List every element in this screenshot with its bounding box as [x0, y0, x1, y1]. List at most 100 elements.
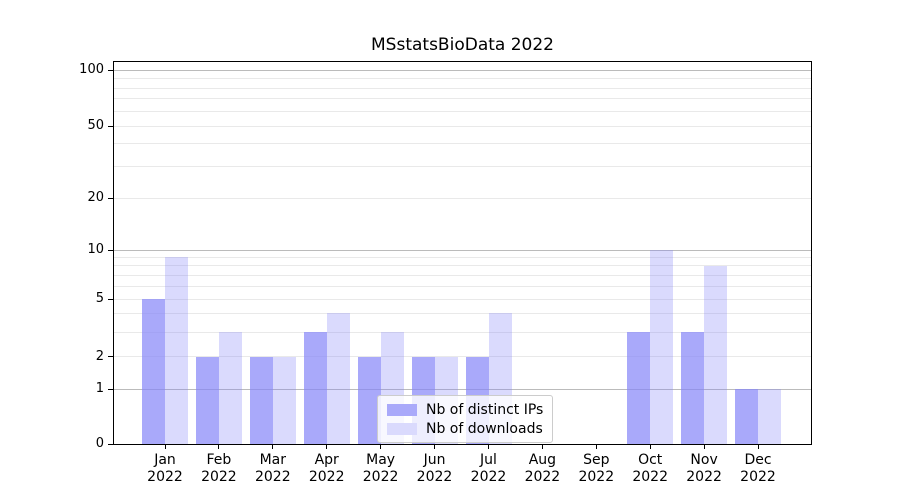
- y-tick-mark: [108, 356, 113, 357]
- bar-distinct-ips: [681, 332, 705, 444]
- x-tick-label: Dec 2022: [730, 452, 786, 486]
- minor-gridline: [114, 87, 811, 89]
- month-label: Nov: [690, 452, 718, 468]
- bar-downloads: [704, 265, 728, 444]
- minor-gridline: [114, 143, 811, 145]
- x-tick-label: Feb 2022: [191, 452, 247, 486]
- minor-gridline: [114, 197, 811, 199]
- x-tick-mark: [703, 445, 705, 449]
- bar-distinct-ips: [627, 332, 651, 444]
- month-label: Apr: [314, 452, 339, 468]
- year-label: 2022: [740, 469, 776, 485]
- year-label: 2022: [147, 469, 183, 485]
- bar-downloads: [758, 389, 781, 444]
- y-tick-label: 100: [79, 62, 104, 77]
- month-label: Mar: [259, 452, 286, 468]
- bar-distinct-ips: [142, 299, 165, 444]
- y-tick-label: 20: [87, 190, 104, 205]
- month-label: Dec: [744, 452, 772, 468]
- bar-distinct-ips: [735, 389, 758, 444]
- x-tick-label: Nov 2022: [676, 452, 732, 486]
- year-label: 2022: [308, 469, 345, 485]
- bar-downloads: [218, 332, 242, 444]
- chart-title: MSstatsBioData 2022: [371, 35, 554, 55]
- month-label: Jan: [154, 452, 176, 468]
- y-tick-mark: [108, 388, 113, 390]
- x-tick-mark: [757, 445, 759, 449]
- year-label: 2022: [254, 469, 291, 485]
- y-tick-label: 1: [95, 381, 104, 396]
- year-label: 2022: [362, 469, 399, 485]
- legend-swatch-distinct-ips: [387, 403, 417, 416]
- legend: Nb of distinct IPs Nb of downloads: [377, 395, 554, 443]
- x-tick-mark: [595, 445, 597, 449]
- bar-downloads: [650, 250, 674, 444]
- x-tick-label: Jul 2022: [461, 452, 517, 486]
- x-tick-label: Jun 2022: [407, 452, 463, 486]
- legend-label-distinct-ips: Nb of distinct IPs: [426, 401, 544, 418]
- minor-gridline: [114, 265, 811, 267]
- month-label: Jun: [423, 452, 446, 468]
- month-label: Sep: [583, 452, 610, 468]
- y-tick-label: 50: [87, 118, 104, 133]
- x-tick-mark: [434, 445, 435, 449]
- bar-downloads: [165, 257, 188, 444]
- minor-gridline: [114, 98, 811, 100]
- month-label: May: [366, 452, 396, 468]
- minor-gridline: [114, 78, 811, 79]
- minor-gridline: [114, 274, 811, 276]
- y-tick-label: 10: [87, 242, 104, 257]
- x-tick-mark: [164, 445, 166, 449]
- x-tick-label: Aug 2022: [514, 452, 570, 486]
- bar-distinct-ips: [249, 356, 273, 444]
- minor-gridline: [114, 356, 811, 357]
- x-tick-mark: [272, 445, 274, 449]
- x-tick-label: Oct 2022: [622, 452, 678, 486]
- x-tick-mark: [488, 445, 489, 449]
- year-label: 2022: [416, 469, 453, 485]
- y-tick-mark: [108, 249, 113, 251]
- y-tick-label: 5: [95, 291, 104, 306]
- y-tick-label: 2: [95, 348, 104, 364]
- minor-gridline: [114, 165, 811, 167]
- bar-downloads: [272, 356, 296, 444]
- year-label: 2022: [524, 469, 561, 485]
- x-tick-label: Jan 2022: [137, 452, 193, 486]
- plot-area: [113, 61, 812, 445]
- y-tick-label: 0: [95, 436, 104, 451]
- x-tick-mark: [218, 445, 220, 449]
- legend-entry-downloads: Nb of downloads: [387, 419, 543, 438]
- year-label: 2022: [201, 469, 237, 485]
- y-tick-mark: [108, 69, 113, 71]
- minor-gridline: [114, 110, 811, 112]
- year-label: 2022: [578, 469, 615, 485]
- major-gridline: [114, 249, 811, 251]
- month-label: Oct: [638, 452, 663, 468]
- x-tick-label: Apr 2022: [299, 452, 355, 486]
- y-tick-mark: [108, 197, 113, 199]
- minor-gridline: [114, 331, 811, 333]
- x-tick-label: Sep 2022: [568, 452, 624, 486]
- legend-label-downloads: Nb of downloads: [426, 420, 543, 437]
- bar-distinct-ips: [303, 332, 327, 444]
- major-gridline: [114, 388, 811, 390]
- minor-gridline: [114, 285, 811, 287]
- legend-swatch-downloads: [387, 422, 417, 435]
- year-label: 2022: [686, 469, 722, 485]
- y-tick-mark: [108, 298, 113, 300]
- x-tick-label: Mar 2022: [245, 452, 301, 486]
- x-tick-mark: [649, 445, 651, 449]
- month-label: Jul: [480, 452, 497, 468]
- bar-distinct-ips: [195, 356, 219, 444]
- x-tick-mark: [541, 445, 543, 449]
- x-tick-mark: [326, 445, 328, 449]
- x-tick-mark: [380, 445, 382, 449]
- minor-gridline: [114, 298, 811, 300]
- minor-gridline: [114, 125, 811, 127]
- legend-entry-distinct-ips: Nb of distinct IPs: [387, 400, 543, 419]
- y-tick-mark: [108, 443, 113, 445]
- x-tick-label: May 2022: [353, 452, 409, 486]
- bar-distinct-ips: [357, 356, 381, 444]
- bar-downloads: [326, 313, 350, 444]
